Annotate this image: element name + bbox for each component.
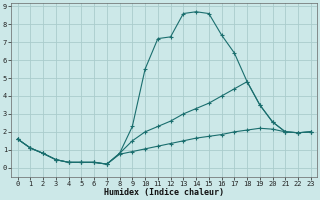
X-axis label: Humidex (Indice chaleur): Humidex (Indice chaleur) xyxy=(104,188,224,197)
